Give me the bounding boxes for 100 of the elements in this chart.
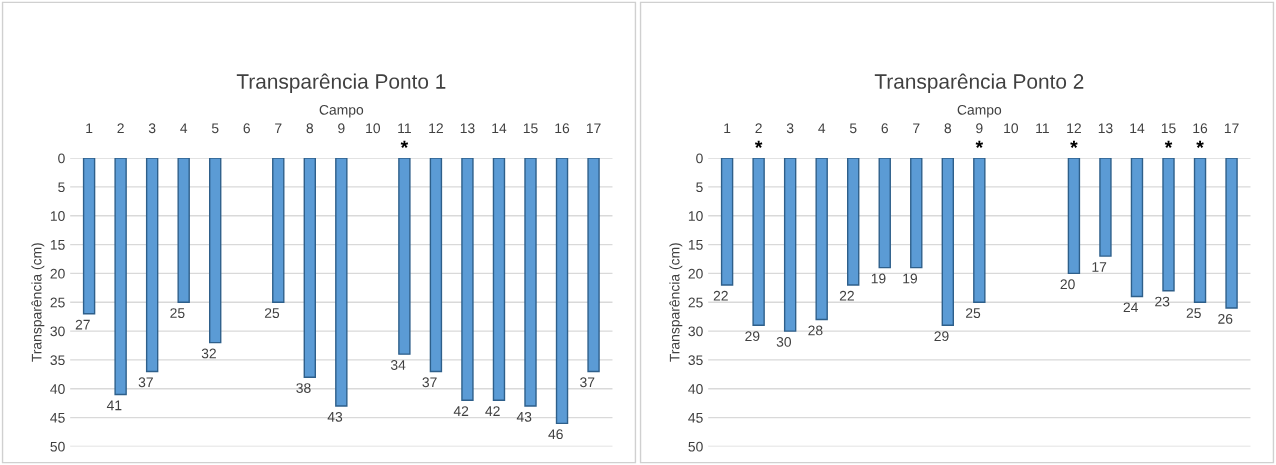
y-tick-label: 10 <box>688 211 703 221</box>
x-tick-label: 12 <box>429 123 443 133</box>
x-tick-label: 16 <box>555 123 570 134</box>
x-tick-label: 15 <box>1161 123 1176 134</box>
y-axis-title: Transparência (cm) <box>669 243 683 362</box>
x-tick-label: 2 <box>755 123 762 133</box>
y-tick-label: 10 <box>50 211 65 221</box>
bar <box>1067 158 1081 275</box>
bar <box>1193 158 1207 303</box>
x-tick-label: 15 <box>523 123 538 134</box>
y-tick-label: 35 <box>688 355 703 366</box>
bar <box>145 158 159 373</box>
x-tick-label: 8 <box>306 123 314 134</box>
y-tick-label: 45 <box>50 413 65 423</box>
bar <box>783 158 797 332</box>
x-tick-label: 17 <box>1224 123 1239 133</box>
x-tick-label: 3 <box>786 123 794 134</box>
x-tick-label: 9 <box>976 123 983 134</box>
bar <box>461 158 474 401</box>
x-axis-title: Campo <box>319 104 364 118</box>
data-label: 43 <box>516 411 532 422</box>
chart-title: Transparência Ponto 2 <box>874 73 1084 93</box>
data-label: 24 <box>1123 302 1138 313</box>
data-label: 28 <box>808 325 823 336</box>
x-tick-label: 4 <box>818 123 826 133</box>
x-tick-label: 11 <box>398 123 411 133</box>
y-tick-label: 40 <box>688 384 703 394</box>
data-label: 26 <box>1218 313 1233 324</box>
data-label: 25 <box>264 308 280 319</box>
x-tick-label: 1 <box>86 123 93 133</box>
bar <box>878 158 891 269</box>
annotation: * <box>400 140 409 148</box>
data-label: 22 <box>713 290 728 301</box>
y-tick-label: 20 <box>688 268 703 279</box>
x-tick-label: 8 <box>944 123 952 134</box>
y-tick-label: 30 <box>50 326 65 337</box>
x-tick-label: 5 <box>849 123 857 134</box>
x-tick-label: 7 <box>913 123 920 133</box>
y-tick-label: 40 <box>50 384 65 394</box>
bar <box>114 158 127 396</box>
data-label: 25 <box>966 308 981 319</box>
bar <box>555 158 569 425</box>
y-tick-label: 50 <box>50 441 65 452</box>
bar <box>272 158 285 303</box>
data-label: 32 <box>201 348 216 359</box>
data-label: 34 <box>390 360 406 370</box>
x-tick-label: 1 <box>724 123 731 133</box>
x-tick-label: 3 <box>148 123 156 134</box>
y-tick-label: 5 <box>58 182 65 193</box>
y-tick-label: 25 <box>688 297 703 308</box>
x-axis-title: Campo <box>957 104 1002 118</box>
data-label: 41 <box>106 400 122 411</box>
bar <box>177 158 190 303</box>
data-label: 19 <box>903 273 918 284</box>
bar <box>1099 158 1112 257</box>
x-tick-label: 6 <box>881 123 888 134</box>
data-label: 46 <box>548 429 563 440</box>
data-label: 42 <box>453 406 469 416</box>
data-label: 42 <box>485 406 500 416</box>
data-label: 27 <box>75 319 90 330</box>
data-label: 37 <box>138 377 153 388</box>
bar <box>1162 158 1175 292</box>
data-label: 43 <box>327 411 343 422</box>
annotation: * <box>975 140 984 148</box>
bar <box>82 158 96 315</box>
chart-title: Transparência Ponto 1 <box>236 73 446 93</box>
y-tick-label: 15 <box>688 240 703 250</box>
data-label: 20 <box>1060 279 1075 290</box>
y-tick-label: 30 <box>688 326 703 337</box>
bar <box>398 158 411 355</box>
y-tick-label: 20 <box>50 268 65 279</box>
data-label: 19 <box>871 273 886 284</box>
y-tick-label: 15 <box>50 240 65 250</box>
x-tick-label: 7 <box>275 123 282 133</box>
x-tick-label: 12 <box>1067 123 1081 133</box>
x-tick-label: 6 <box>243 123 250 134</box>
bar <box>720 158 734 286</box>
bar <box>492 158 506 401</box>
bar <box>303 158 317 378</box>
y-tick-label: 5 <box>696 182 703 193</box>
x-tick-label: 13 <box>460 123 475 134</box>
y-tick-label: 0 <box>696 153 703 164</box>
data-label: 25 <box>1186 308 1201 319</box>
y-tick-label: 0 <box>58 153 65 164</box>
bar <box>1130 158 1144 298</box>
bar <box>752 158 765 327</box>
annotation: * <box>754 140 763 148</box>
x-tick-label: 16 <box>1193 123 1208 134</box>
bar <box>587 158 600 373</box>
bar <box>335 158 348 407</box>
y-tick-label: 45 <box>688 413 703 423</box>
annotation: * <box>1196 140 1204 148</box>
data-label: 30 <box>776 337 792 347</box>
y-axis-title: Transparência (cm) <box>31 243 45 362</box>
bar <box>941 158 955 327</box>
data-label: 17 <box>1092 262 1107 272</box>
x-tick-label: 13 <box>1098 123 1113 134</box>
x-tick-label: 11 <box>1036 123 1049 133</box>
y-tick-label: 25 <box>50 297 65 308</box>
bar <box>1225 158 1238 309</box>
